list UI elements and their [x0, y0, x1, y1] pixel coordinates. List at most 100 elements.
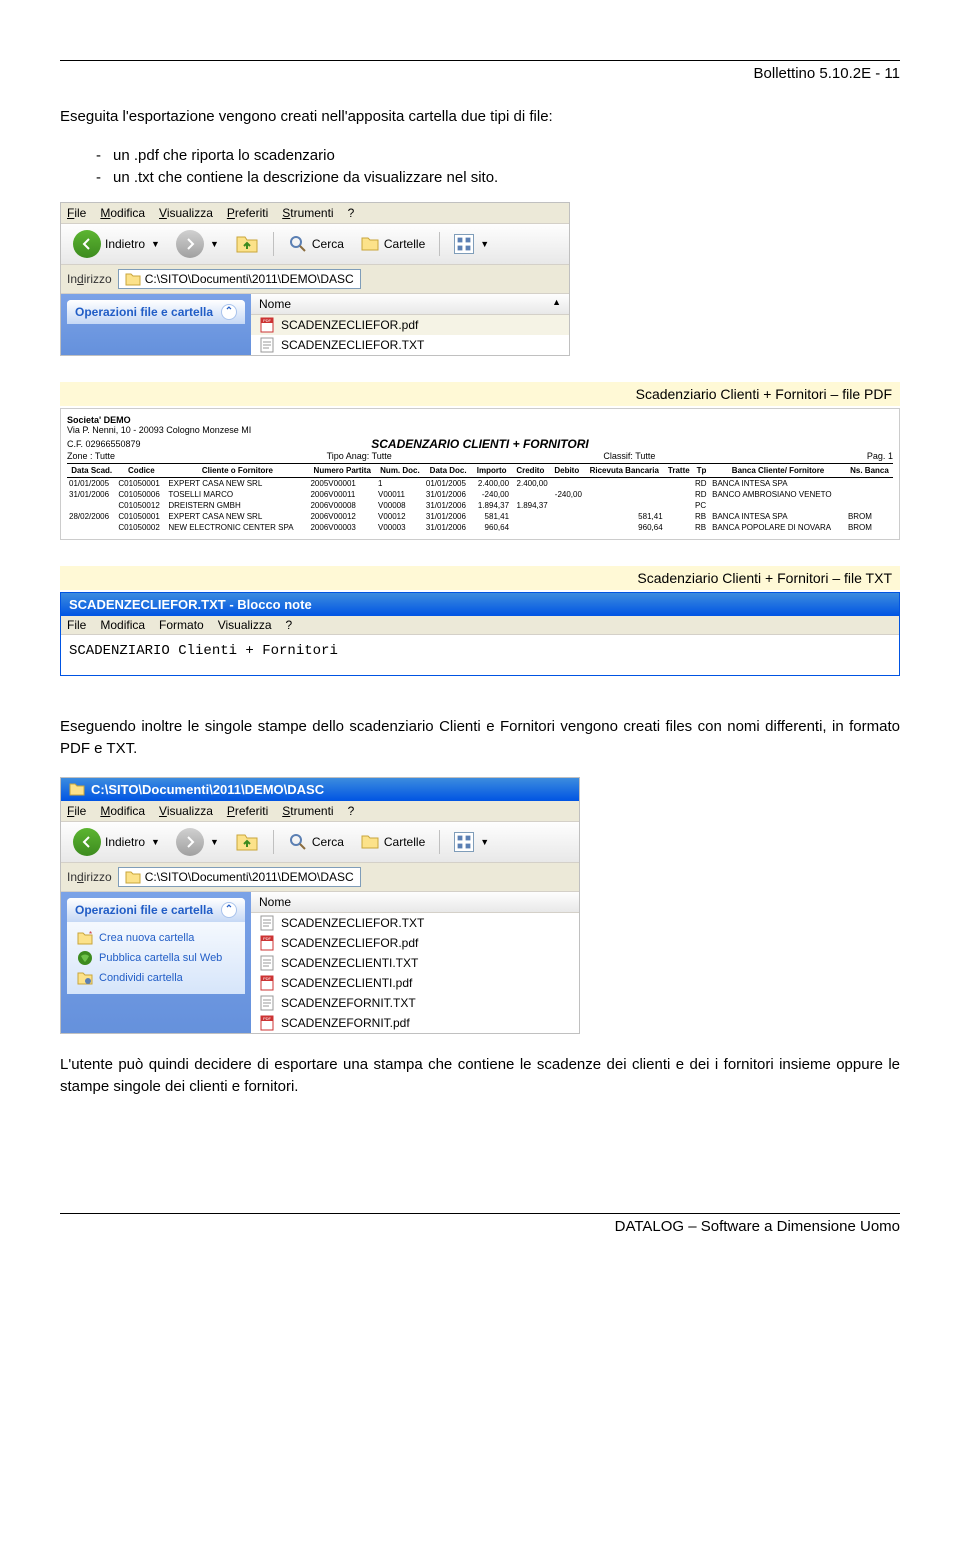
search-button[interactable]: Cerca [282, 830, 350, 854]
file-row[interactable]: SCADENZECLIEFOR.TXT [251, 913, 579, 933]
svg-text:*: * [89, 930, 92, 939]
pdf-icon: PDF [259, 317, 275, 333]
list-item-2: -un .txt che contiene la descrizione da … [96, 167, 900, 190]
file-row[interactable]: PDF SCADENZECLIENTI.pdf [251, 973, 579, 993]
folders-button[interactable]: Cartelle [354, 232, 431, 256]
menu-view[interactable]: Visualizza [218, 618, 272, 632]
sidebar-panel-header[interactable]: Operazioni file e cartella ⌃ [67, 898, 245, 922]
notepad-menubar: File Modifica Formato Visualizza ? [61, 616, 899, 635]
explorer-window-1: File Modifica Visualizza Preferiti Strum… [60, 202, 570, 356]
file-name: SCADENZEFORNIT.pdf [281, 1016, 410, 1030]
addressbar: Indirizzo C:\SITO\Documenti\2011\DEMO\DA… [61, 265, 569, 294]
list-item-1: -un .pdf che riporta lo scadenzario [96, 145, 900, 168]
addressbar: Indirizzo C:\SITO\Documenti\2011\DEMO\DA… [61, 863, 579, 892]
sidebar-task-item[interactable]: *Crea nuova cartella [77, 928, 235, 948]
views-button[interactable]: ▼ [448, 830, 495, 854]
pdf-icon: PDF [259, 975, 275, 991]
address-path[interactable]: C:\SITO\Documenti\2011\DEMO\DASC [118, 269, 361, 289]
menu-fav[interactable]: Preferiti [227, 804, 268, 818]
file-list-header[interactable]: Nome [251, 892, 579, 913]
explorer-titlebar: C:\SITO\Documenti\2011\DEMO\DASC [61, 778, 579, 801]
menu-view[interactable]: Visualizza [159, 804, 213, 818]
file-row[interactable]: PDF SCADENZEFORNIT.pdf [251, 1013, 579, 1033]
address-label: Indirizzo [67, 870, 112, 884]
menu-help[interactable]: ? [348, 206, 355, 220]
task-icon [77, 950, 93, 966]
file-name: SCADENZECLIEFOR.pdf [281, 318, 418, 332]
pdf-col-header: Credito [511, 463, 550, 477]
search-button[interactable]: Cerca [282, 232, 350, 256]
page-footer: DATALOG – Software a Dimensione Uomo [60, 1218, 900, 1235]
up-button[interactable] [229, 231, 265, 257]
menu-tools[interactable]: Strumenti [282, 804, 333, 818]
svg-text:PDF: PDF [263, 318, 272, 323]
task-icon: * [77, 930, 93, 946]
menu-file[interactable]: File [67, 206, 86, 220]
file-name: SCADENZECLIEFOR.pdf [281, 936, 418, 950]
menu-help[interactable]: ? [348, 804, 355, 818]
back-button[interactable]: Indietro ▼ [67, 228, 166, 260]
notepad-content[interactable]: SCADENZIARIO Clienti + Fornitori [61, 635, 899, 675]
pdf-col-header: Num. Doc. [376, 463, 424, 477]
sidebar-panel-header[interactable]: Operazioni file e cartella ⌃ [67, 300, 245, 324]
address-path[interactable]: C:\SITO\Documenti\2011\DEMO\DASC [118, 867, 361, 887]
menu-file[interactable]: File [67, 804, 86, 818]
file-name: SCADENZECLIENTI.pdf [281, 976, 412, 990]
menu-file[interactable]: File [67, 618, 86, 632]
file-name: SCADENZEFORNIT.TXT [281, 996, 416, 1010]
pdf-row: C01050002NEW ELECTRONIC CENTER SPA2006V0… [67, 522, 893, 533]
menubar: File Modifica Visualizza Preferiti Strum… [61, 203, 569, 224]
file-list: Nome SCADENZECLIEFOR.TXTPDFSCADENZECLIEF… [251, 892, 579, 1033]
file-name: SCADENZECLIEFOR.TXT [281, 338, 424, 352]
sidebar-task-item[interactable]: Condividi cartella [77, 968, 235, 988]
menu-tools[interactable]: Strumenti [282, 206, 333, 220]
file-row[interactable]: SCADENZEFORNIT.TXT [251, 993, 579, 1013]
pdf-address: Via P. Nenni, 10 - 20093 Cologno Monzese… [67, 425, 893, 435]
chevron-up-icon: ⌃ [221, 304, 237, 320]
pdf-col-header: Data Doc. [424, 463, 472, 477]
pdf-col-header: Tp [693, 463, 710, 477]
txt-icon [259, 955, 275, 971]
pdf-col-header: Importo [472, 463, 511, 477]
file-row[interactable]: PDFSCADENZECLIEFOR.pdf [251, 933, 579, 953]
forward-button[interactable]: ▼ [170, 826, 225, 858]
file-row[interactable]: SCADENZECLIENTI.TXT [251, 953, 579, 973]
menu-edit[interactable]: Modifica [100, 804, 145, 818]
pdf-col-header: Data Scad. [67, 463, 116, 477]
file-list-header[interactable]: Nome ▲ [251, 294, 569, 315]
chevron-up-icon: ⌃ [221, 902, 237, 918]
pdf-icon: PDF [259, 1015, 275, 1031]
svg-text:PDF: PDF [263, 976, 272, 981]
back-button[interactable]: Indietro ▼ [67, 826, 166, 858]
pdf-col-header: Banca Cliente/ Fornitore [710, 463, 846, 477]
paragraph-3: L'utente può quindi decidere di esportar… [60, 1054, 900, 1099]
caption-pdf: Scadenziario Clienti + Fornitori – file … [60, 382, 900, 406]
notepad-titlebar: SCADENZECLIEFOR.TXT - Blocco note [61, 593, 899, 616]
sidebar: Operazioni file e cartella ⌃ [61, 294, 251, 355]
menu-fav[interactable]: Preferiti [227, 206, 268, 220]
pdf-col-header: Tratte [665, 463, 693, 477]
menu-view[interactable]: Visualizza [159, 206, 213, 220]
paragraph-2: Eseguendo inoltre le singole stampe dell… [60, 716, 900, 761]
svg-text:PDF: PDF [263, 1016, 272, 1021]
file-row[interactable]: PDF SCADENZECLIEFOR.pdf [251, 315, 569, 335]
views-button[interactable]: ▼ [448, 232, 495, 256]
sidebar-task-item[interactable]: Pubblica cartella sul Web [77, 948, 235, 968]
address-label: Indirizzo [67, 272, 112, 286]
menu-edit[interactable]: Modifica [100, 206, 145, 220]
pdf-col-header: Numero Partita [308, 463, 376, 477]
pdf-col-header: Codice [116, 463, 166, 477]
sort-icon: ▲ [552, 297, 561, 311]
caption-txt: Scadenziario Clienti + Fornitori – file … [60, 566, 900, 590]
txt-icon [259, 915, 275, 931]
up-button[interactable] [229, 829, 265, 855]
toolbar: Indietro ▼ ▼ Cerca Cartelle ▼ [61, 822, 579, 863]
menu-help[interactable]: ? [286, 618, 293, 632]
paragraph-intro: Eseguita l'esportazione vengono creati n… [60, 106, 900, 129]
menu-edit[interactable]: Modifica [100, 618, 145, 632]
file-row[interactable]: SCADENZECLIEFOR.TXT [251, 335, 569, 355]
menubar: File Modifica Visualizza Preferiti Strum… [61, 801, 579, 822]
menu-format[interactable]: Formato [159, 618, 204, 632]
forward-button[interactable]: ▼ [170, 228, 225, 260]
folders-button[interactable]: Cartelle [354, 830, 431, 854]
